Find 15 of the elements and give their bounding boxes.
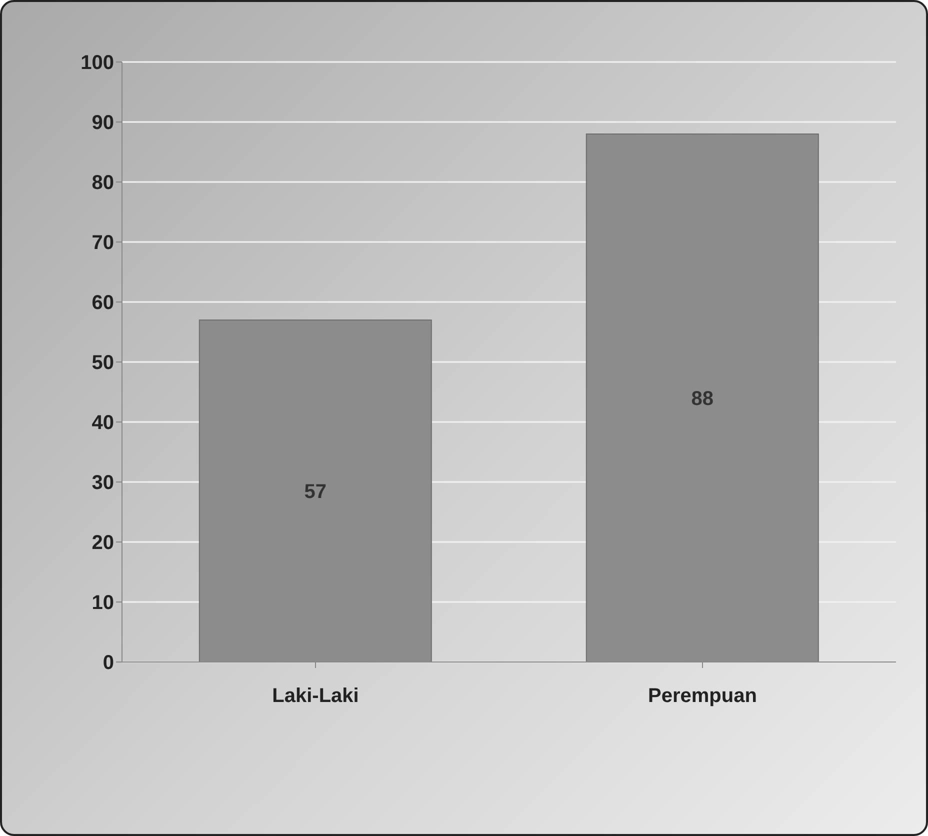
y-tick-label: 90 — [92, 112, 114, 134]
y-tick-label: 10 — [92, 592, 114, 614]
y-tick-label: 60 — [92, 292, 114, 314]
y-tick-label: 70 — [92, 232, 114, 254]
x-tick-label: Perempuan — [648, 685, 757, 708]
data-label: 88 — [691, 388, 714, 410]
y-tick-label: 0 — [102, 652, 114, 674]
y-tick-label: 40 — [92, 412, 114, 434]
y-tick-label: 80 — [92, 172, 114, 194]
y-tick-label: 50 — [92, 352, 114, 374]
y-tick-label: 20 — [92, 532, 114, 554]
y-tick-label: 100 — [80, 52, 114, 74]
x-tick-label: Laki-Laki — [272, 685, 359, 708]
data-label: 57 — [304, 481, 327, 504]
y-tick-label: 30 — [92, 472, 114, 494]
